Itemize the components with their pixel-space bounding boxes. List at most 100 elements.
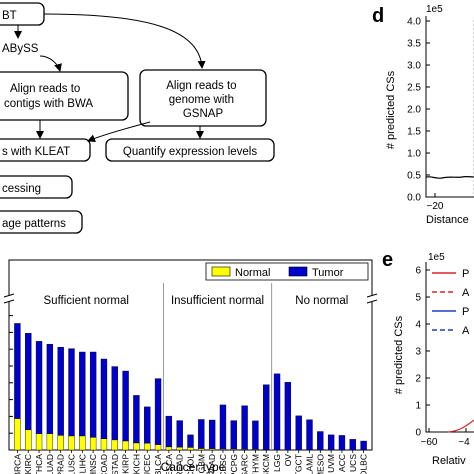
group-label-3: No normal <box>295 295 348 307</box>
bar-tumor-dlbc <box>360 440 367 451</box>
bar-xtick-label-meso: MESO <box>315 454 325 474</box>
bar-tumor-esca <box>165 415 173 448</box>
bar-chart-xticks: BRCA KIRC THCA LUAD PRAD LUSC LIHC HNSC COAD STAD… <box>12 450 369 474</box>
flow-box-bwa <box>0 71 129 121</box>
panel-e-yticks: 0 1 2 3 4 5 6 <box>415 266 430 439</box>
panel-e-ytick-label: 1 <box>415 401 421 412</box>
flow-arrow-to-gsnap <box>43 13 206 69</box>
bar-tumor-tgct <box>295 415 302 451</box>
flow-step-kleat: s with KLEAT <box>2 146 70 158</box>
flow-box-processing <box>0 175 73 199</box>
panel-e-xtick-1: −60 <box>421 437 438 448</box>
bar-xtick-label-luad: LUAD <box>45 454 55 474</box>
flow-step-abyss: ABySS <box>2 43 39 55</box>
flow-box-quantify <box>105 138 275 162</box>
panel-e-xlabel: Relativ <box>432 455 466 467</box>
legend-label-3: P <box>462 306 469 318</box>
bar-normal-cesc <box>219 448 227 451</box>
bar-xtick-label-paad: PAAD <box>207 454 217 474</box>
bar-xtick-label-thca: THCA <box>34 454 44 474</box>
panel-d-ytick-label: 2.5 <box>407 83 421 94</box>
panel-e-ytick-label: 5 <box>415 293 421 304</box>
bar-xtick-label-kirp: KIRP <box>121 454 131 474</box>
legend-swatch-normal <box>211 266 231 277</box>
panel-e: e 1e5 # predicted CSs 0 1 2 3 4 5 6 P A P A −6… <box>382 249 474 467</box>
bar-xtick-label-coad: COAD <box>99 454 109 474</box>
bar-tumor-ov <box>284 382 292 451</box>
bar-tumor-blca <box>154 378 162 445</box>
panel-d-curve <box>425 175 474 179</box>
bar-tumor-uvm <box>327 434 335 451</box>
bar-normal-stad <box>111 439 118 451</box>
flow-step-gsnap-line3: GSNAP <box>183 108 224 120</box>
bar-xtick-label-lihc: LIHC <box>77 454 87 473</box>
bar-tumor-meso <box>317 431 324 451</box>
bar-normal-hnsc <box>89 437 97 451</box>
panel-e-legend: P A P A <box>432 268 470 337</box>
bar-xtick-label-thym: THYM <box>250 454 260 474</box>
bar-xtick-label-dlbc: DLBC <box>359 454 369 474</box>
bar-tumor-lihc <box>79 351 86 437</box>
panel-e-ytick-label: 6 <box>415 266 421 277</box>
group-label-2: Insufficient normal <box>171 295 264 307</box>
bar-normal-coad <box>100 438 108 451</box>
bar-xtick-label-chol: CHOL <box>186 454 196 474</box>
legend-label-4: A <box>462 325 470 337</box>
flow-step-quantify: Quantify expression levels <box>123 146 257 158</box>
bar-chart-legend: Normal Tumor <box>205 262 369 281</box>
flow-step-bt: BT <box>2 10 17 22</box>
flow-box-patterns <box>0 210 83 234</box>
bar-xtick-label-esca: ESCA <box>164 454 174 474</box>
bar-tumor-thym <box>252 420 259 450</box>
bar-tumor-ucs <box>349 439 356 451</box>
panel-d-ytick-label: 4.0 <box>407 17 421 28</box>
bar-xtick-label-blca: BLCA <box>153 454 163 474</box>
bar-normal-kirc <box>25 429 32 451</box>
panel-e-ytick-label: 3 <box>415 347 421 358</box>
panel-d-ylabel: # predicted CSs <box>385 70 397 149</box>
bar-normal-luad <box>46 433 54 451</box>
bar-normal-brca <box>14 418 21 451</box>
flow-step-patterns: age patterns <box>2 218 66 230</box>
flow-step-gsnap-line2: genome with <box>169 94 234 106</box>
bar-normal-blca <box>154 444 162 451</box>
bar-tumor-pcpg <box>230 420 237 450</box>
bar-normal-kich <box>133 442 140 451</box>
bar-normal-thca <box>35 433 43 451</box>
panel-d-yticks: 0.0 0.5 1.0 1.5 2.0 2.5 3.0 3.5 4.0 <box>407 17 430 204</box>
bar-xtick-label-ov: OV <box>283 454 293 467</box>
flow-box-kleat <box>0 138 91 162</box>
bar-xtick-label-sarc: SARC <box>240 454 250 474</box>
bar-normal-kirp <box>122 440 129 451</box>
panel-d-xtick: −20 <box>427 201 444 212</box>
bar-xtick-label-lgg: LGG <box>272 454 282 472</box>
bar-normal-chol <box>187 447 194 451</box>
bar-tumor-kirp <box>122 370 129 442</box>
axis-break-line-top-right <box>366 293 378 298</box>
bar-tumor-kirc <box>25 333 32 431</box>
bar-xtick-label-uvm: UVM <box>326 454 336 473</box>
bar-tumor-sarc <box>241 405 248 450</box>
bar-normal-gbm <box>198 448 205 451</box>
panel-e-xtick-2: −4 <box>458 437 470 448</box>
bar-xtick-label-ucs: UCS <box>348 454 358 472</box>
bar-xtick-label-kich: KICH <box>131 454 141 474</box>
flow-box-gsnap <box>139 69 267 127</box>
bar-normal-thym <box>252 449 259 451</box>
bar-normal-read <box>176 447 183 451</box>
flow-arrow-gsnap-to-kleat <box>87 121 151 143</box>
bar-normal-esca <box>165 446 173 451</box>
bar-xtick-label-gbm: GBM <box>196 454 206 473</box>
bar-tumor-lgg <box>273 373 281 451</box>
panel-e-axes <box>425 262 474 433</box>
bar-tumor-thca <box>35 341 43 434</box>
bar-xtick-label-acc: ACC <box>337 454 347 472</box>
group-label-1: Sufficient normal <box>44 295 129 307</box>
panel-e-red-curve <box>447 419 474 433</box>
bar-normal-paad <box>208 448 216 451</box>
bar-xtick-label-lusc: LUSC <box>67 454 77 474</box>
panel-e-multiplier: 1e5 <box>428 252 445 263</box>
axis-break-line-top <box>3 293 15 298</box>
panel-e-ytick-label: 2 <box>415 374 421 385</box>
bar-tumor-brca <box>14 323 21 419</box>
